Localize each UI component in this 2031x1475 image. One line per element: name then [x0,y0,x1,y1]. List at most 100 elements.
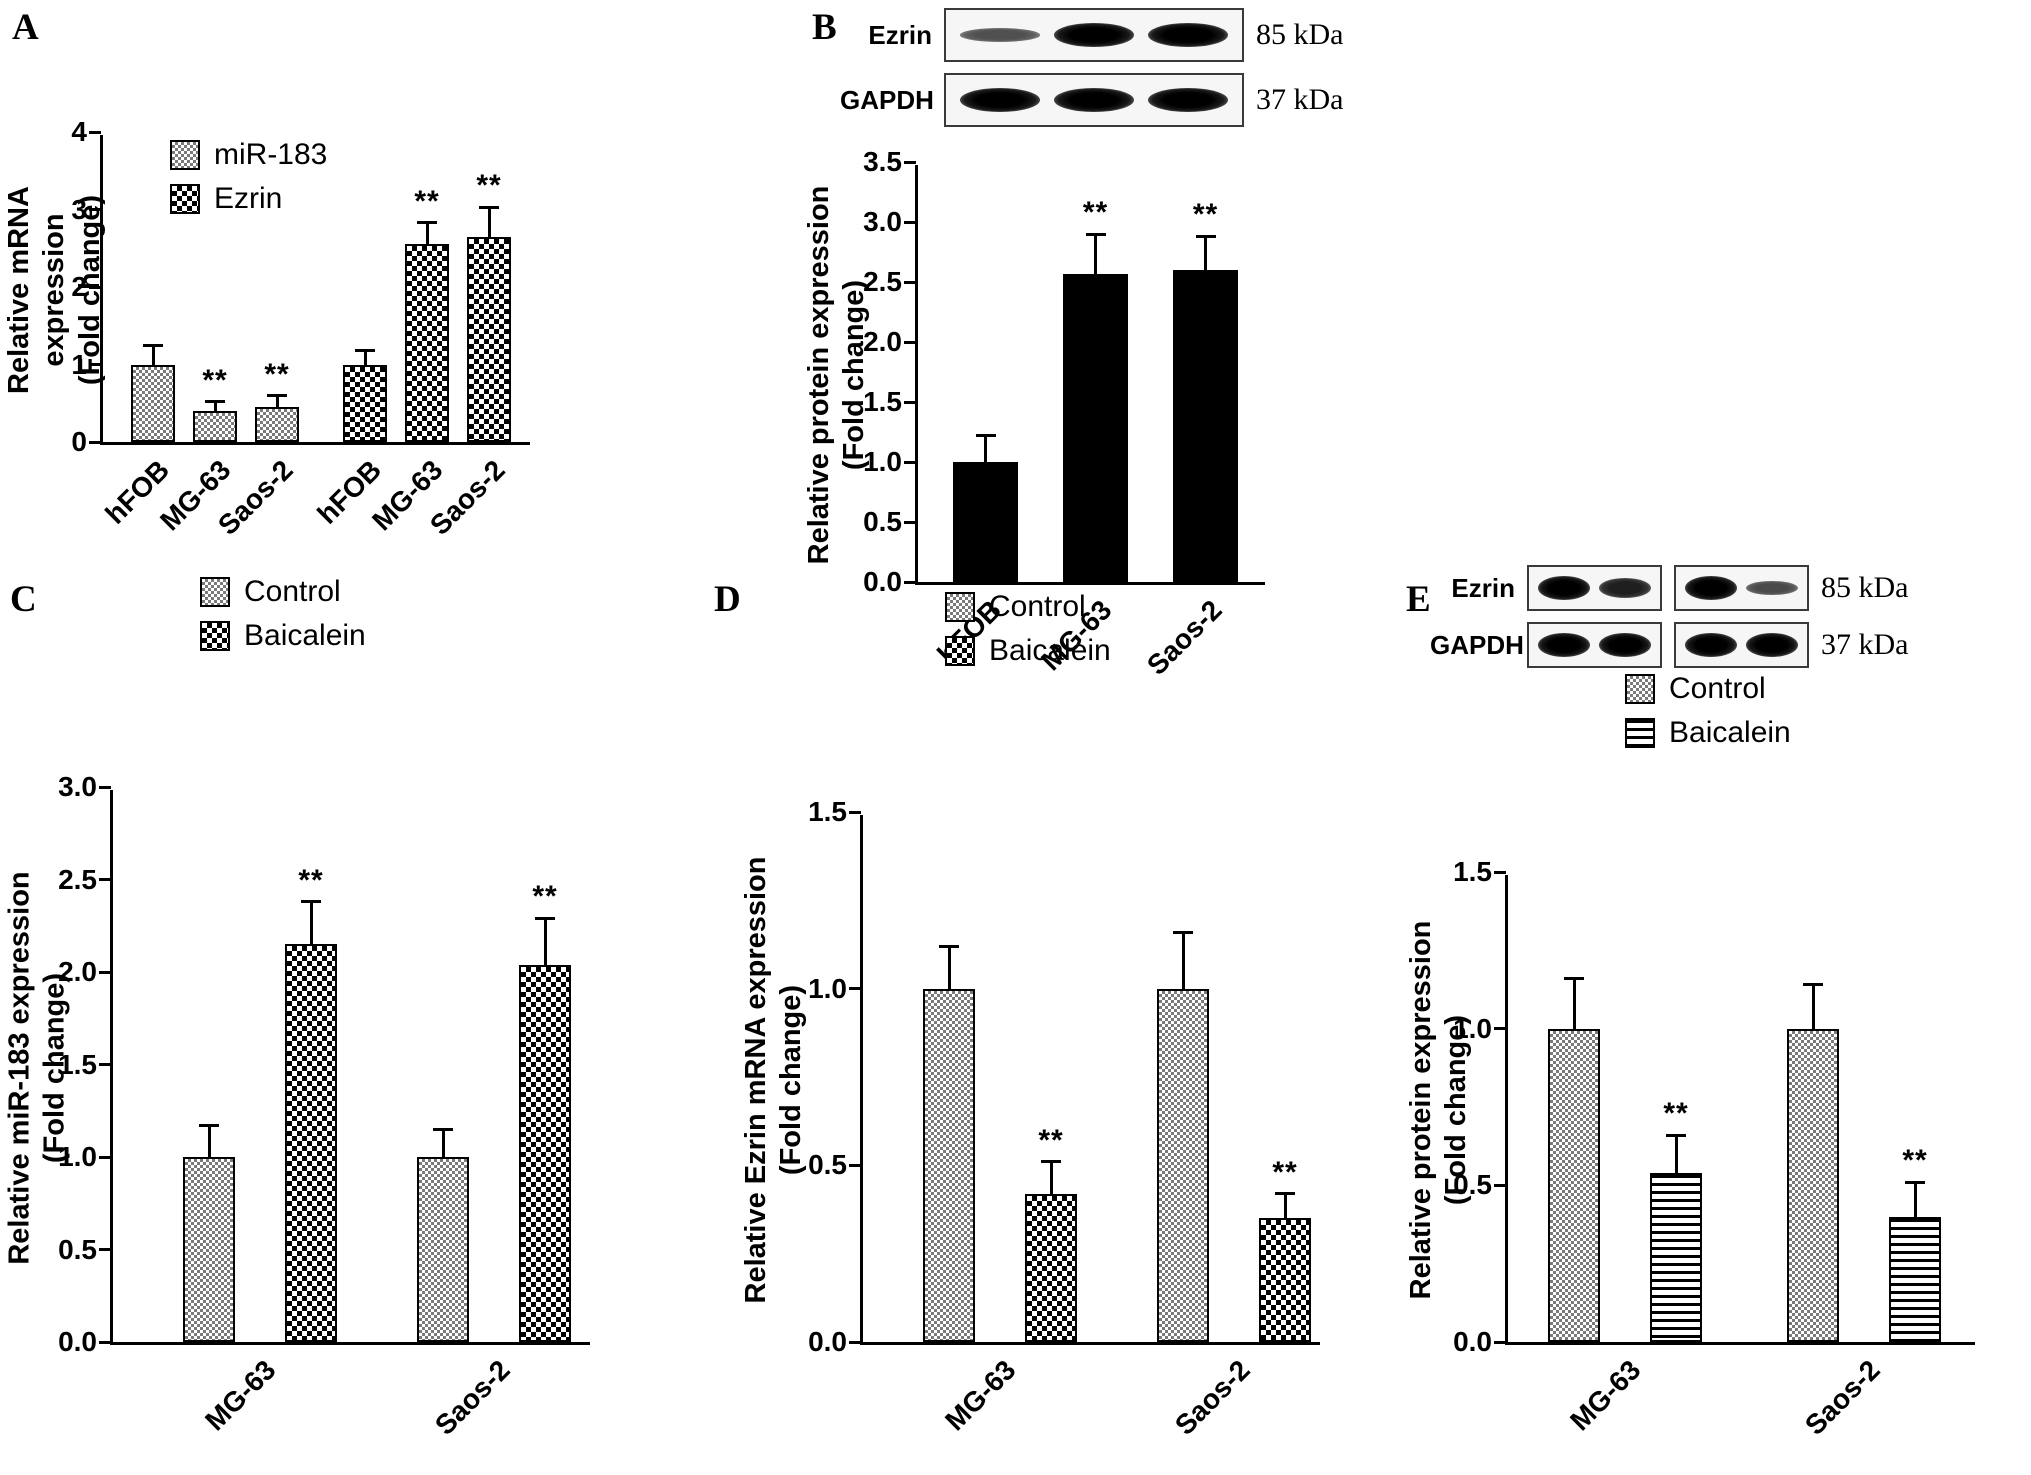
legend-item: Control [1625,672,1791,706]
legend-item: Control [945,590,1111,624]
y-axis-title-line: (Fold change) [1440,1014,1473,1206]
panel-label-e: E [1406,579,1431,620]
bar [1787,1028,1839,1342]
chart-protein-expression: 0.0 0.5 1.0 1.5 2.0 2.5 3.0 3.5 hFOB ** MG-63 ** Sao… [800,0,1500,745]
legend: miR-183 Ezrin [170,138,327,226]
significance-marker: ** [1272,1155,1298,1189]
error-bar-stem [543,918,547,965]
panel-d: D 0.0 0.5 1.0 1.5 ** MG-63 ** Saos-2 Relative Ez… [700,560,1380,1475]
legend-swatch [1625,674,1655,704]
y-tick-mark [904,580,916,584]
error-bar-cap [1666,1133,1686,1137]
error-bar-cap [1905,1180,1925,1184]
bar [1889,1216,1941,1342]
x-category-label: Saos-2 [1799,1354,1886,1441]
legend-label: Control [1669,672,1766,705]
y-tick-mark [89,363,101,366]
x-category-label: Saos-2 [1169,1354,1256,1441]
protein-band [1054,88,1134,112]
error-bar-stem [363,350,367,365]
legend-item: Baicalein [1625,716,1791,750]
molecular-weight-label: 85 kDa [1256,18,1344,51]
y-tick-mark [849,987,861,991]
error-bar-cap [417,221,437,225]
molecular-weight-label: 85 kDa [1821,571,1909,604]
protein-band [1685,576,1737,600]
y-axis-title-line: (Fold change) [775,984,808,1176]
y-tick-label: 1.5 [863,386,902,417]
legend-swatch [945,636,975,666]
y-axis-title: Relative protein expression (Fold change) [1404,875,1476,1345]
y-tick-mark [1494,1183,1506,1187]
y-tick-mark [904,280,916,284]
y-axis-title: Relative protein expression (Fold change) [802,165,874,585]
panel-label-b: B [812,7,837,48]
protein-band [1148,88,1228,112]
significance-marker: ** [202,363,228,397]
error-bar-stem [1283,1193,1287,1219]
blot-row: Ezrin 85 kDa [840,8,1343,62]
y-tick-mark [89,285,101,289]
legend-item: miR-183 [170,138,327,172]
bar [467,236,511,442]
bar [1173,270,1238,582]
bar [193,411,237,442]
error-bar-cap [535,916,555,920]
protein-band [1538,633,1590,657]
blot-lane-box [1674,565,1809,611]
error-bar-cap [939,944,959,948]
legend-swatch [170,184,200,214]
legend-item: Baicalein [945,634,1111,668]
error-bar-cap [1041,1160,1061,1164]
y-axis-title-line: (Fold change) [73,194,106,386]
blot-lane-box [1527,622,1662,668]
y-tick-mark [849,1163,861,1167]
y-tick-mark [1494,870,1506,874]
bar [417,1157,469,1342]
chart-mir183-baicalein: 0.0 0.5 1.0 1.5 2.0 2.5 3.0 ** MG-63 ** Saos-2 Rela… [0,560,680,1475]
legend-label: Baicalein [989,634,1111,667]
western-blot-e: Ezrin 85 kDa GAPDH 37 kDa [1430,565,1908,679]
y-tick-mark [849,810,861,814]
y-axis-title: Relative miR-183 expression (Fold change) [2,790,74,1345]
bar [343,364,387,442]
protein-band [1685,633,1737,657]
error-bar-cap [1275,1192,1295,1196]
legend-swatch [200,577,230,607]
protein-band [1538,576,1590,600]
y-tick-label: 1.0 [863,446,902,477]
y-tick-mark [99,1248,111,1251]
bar [1650,1172,1702,1342]
error-bar-cap [1173,930,1193,934]
y-tick-label: 3.5 [863,146,902,177]
error-bar-cap [1195,234,1216,238]
y-tick-label: 2.0 [863,326,902,357]
y-tick-label: 1.0 [58,1141,97,1172]
blot-lane-box [1527,565,1662,611]
legend-label: Baicalein [244,619,366,652]
error-bar-stem [487,207,491,237]
blot-protein-label: Ezrin [1451,572,1515,603]
significance-marker: ** [1082,196,1109,229]
blot-protein-label: GAPDH [1430,629,1524,660]
panel-e: E Ezrin 85 kDa GAPDH 37 kDa 0.0 0.5 1.0 1.5 ** M… [1390,560,2031,1475]
y-tick-label: 0.0 [58,1326,97,1357]
error-bar-stem [1572,978,1576,1029]
panel-label-d: D [714,579,741,620]
significance-marker: ** [414,184,440,218]
y-axis-title-line: (Fold change) [838,279,871,471]
legend-label: miR-183 [214,138,328,171]
bar [1025,1193,1077,1342]
blot-row: Ezrin 85 kDa [1430,565,1908,611]
error-bar-cap [205,400,225,404]
bar [1259,1218,1311,1342]
plot-area: 0.0 0.5 1.0 1.5 ** MG-63 ** Saos-2 [808,796,1320,1441]
plot-area: 0.0 0.5 1.0 1.5 2.0 2.5 3.0 ** MG-63 ** Saos-2 [58,771,590,1441]
y-axis-title-line: Relative Ezrin mRNA expression [740,856,772,1304]
y-tick-label: 1.5 [808,796,847,827]
x-category-label: Saos-2 [429,1354,516,1441]
legend-swatch [945,592,975,622]
protein-band [1054,23,1134,47]
legend-swatch [200,621,230,651]
legend-item: Baicalein [200,619,366,653]
